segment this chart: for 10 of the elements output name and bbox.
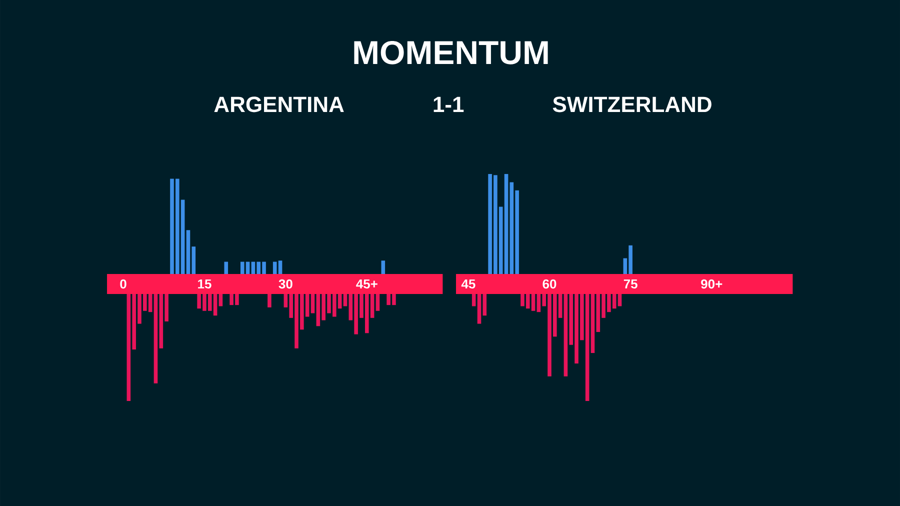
x-tick-label: 75 [624, 279, 638, 289]
x-tick-label: 45 [461, 279, 476, 289]
chart-title: MOMENTUM [354, 40, 548, 64]
x-tick-label: 60 [542, 279, 556, 289]
text: ARGENTINA 1-1 SWITZERLAND [214, 96, 712, 112]
x-tick-label: 15 [198, 279, 212, 289]
x-tick-label: 45+ [356, 279, 378, 289]
x-tick-label: 30 [278, 279, 292, 289]
x-tick-label: 90+ [701, 279, 722, 289]
x-tick-label: 0 [120, 279, 126, 289]
